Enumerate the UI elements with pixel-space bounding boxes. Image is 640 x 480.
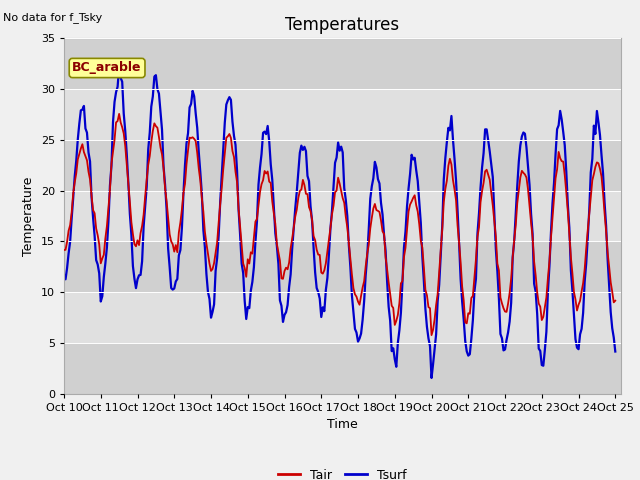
Bar bbox=[64, 343, 621, 394]
Bar bbox=[64, 292, 621, 343]
Legend: Tair, Tsurf: Tair, Tsurf bbox=[273, 464, 412, 480]
Text: No data for f_Tsky: No data for f_Tsky bbox=[3, 12, 102, 23]
Bar bbox=[64, 241, 621, 292]
Bar bbox=[64, 191, 621, 241]
Y-axis label: Temperature: Temperature bbox=[22, 176, 35, 256]
Bar bbox=[64, 89, 621, 140]
Bar bbox=[64, 140, 621, 191]
Text: BC_arable: BC_arable bbox=[72, 61, 142, 74]
Title: Temperatures: Temperatures bbox=[285, 16, 399, 34]
Bar bbox=[64, 38, 621, 89]
X-axis label: Time: Time bbox=[327, 418, 358, 431]
